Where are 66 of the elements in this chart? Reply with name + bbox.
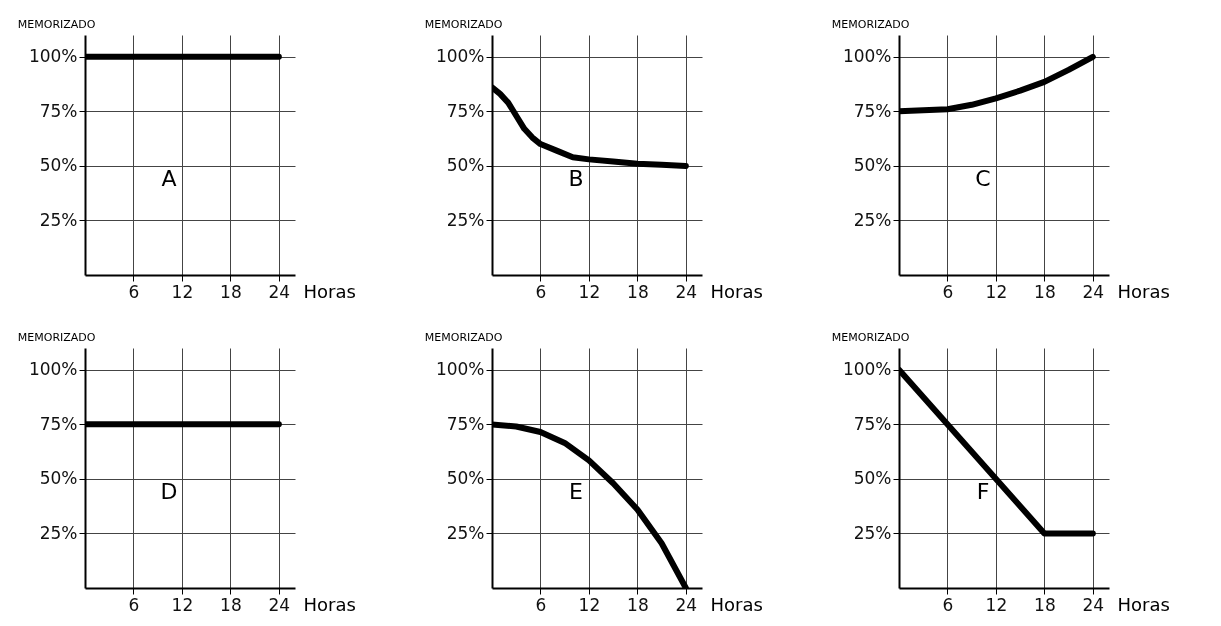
annotation: B xyxy=(568,166,584,191)
annotation: D xyxy=(160,479,178,504)
x-tick-label: 18 xyxy=(220,281,242,302)
x-tick-label: 18 xyxy=(220,594,242,615)
x-tick-label: 6 xyxy=(942,594,954,615)
y-tick-label: 50% xyxy=(39,155,78,176)
x-axis-title: Horas xyxy=(710,593,763,615)
x-axis-title: Horas xyxy=(710,280,763,302)
y-tick-label: 25% xyxy=(39,522,78,543)
x-tick-label: 18 xyxy=(1034,594,1056,615)
y-tick-label: 75% xyxy=(39,413,78,434)
x-axis-title: Horas xyxy=(303,280,356,302)
y-tick-label: 75% xyxy=(39,100,78,121)
x-tick-label: 6 xyxy=(535,281,547,302)
annotation: A xyxy=(161,166,177,191)
y-tick-label: 50% xyxy=(39,468,78,489)
x-tick-label: 24 xyxy=(268,594,291,615)
y-tick-label: 25% xyxy=(446,209,485,230)
y-tick-label: 100% xyxy=(435,359,485,380)
y-tick-label: 100% xyxy=(842,46,892,67)
y-tick-label: 25% xyxy=(446,522,485,543)
x-axis-title: Horas xyxy=(1117,593,1170,615)
y-axis-title: MEMORIZADO xyxy=(17,330,96,344)
x-tick-label: 12 xyxy=(985,281,1008,302)
x-tick-label: 12 xyxy=(985,594,1008,615)
annotation: E xyxy=(569,479,583,504)
y-tick-label: 100% xyxy=(842,359,892,380)
x-tick-label: 24 xyxy=(1082,594,1105,615)
x-tick-label: 12 xyxy=(578,281,601,302)
x-tick-label: 18 xyxy=(627,594,649,615)
y-tick-label: 100% xyxy=(28,46,78,67)
y-tick-label: 25% xyxy=(853,209,892,230)
y-tick-label: 50% xyxy=(446,155,485,176)
x-tick-label: 6 xyxy=(942,281,954,302)
x-tick-label: 24 xyxy=(675,594,698,615)
x-tick-label: 24 xyxy=(1082,281,1105,302)
y-axis-title: MEMORIZADO xyxy=(831,17,910,31)
y-tick-label: 50% xyxy=(853,468,892,489)
x-axis-title: Horas xyxy=(1117,280,1170,302)
x-tick-label: 6 xyxy=(128,281,140,302)
y-tick-label: 75% xyxy=(853,413,892,434)
y-axis-title: MEMORIZADO xyxy=(17,17,96,31)
y-axis-title: MEMORIZADO xyxy=(424,330,503,344)
y-tick-label: 75% xyxy=(853,100,892,121)
y-tick-label: 100% xyxy=(28,359,78,380)
y-tick-label: 100% xyxy=(435,46,485,67)
y-tick-label: 75% xyxy=(446,100,485,121)
y-tick-label: 25% xyxy=(39,209,78,230)
x-axis-title: Horas xyxy=(303,593,356,615)
x-tick-label: 6 xyxy=(128,594,140,615)
x-tick-label: 24 xyxy=(675,281,698,302)
y-tick-label: 50% xyxy=(853,155,892,176)
x-tick-label: 12 xyxy=(171,281,194,302)
x-tick-label: 18 xyxy=(1034,281,1056,302)
y-axis-title: MEMORIZADO xyxy=(424,17,503,31)
y-tick-label: 50% xyxy=(446,468,485,489)
annotation: F xyxy=(976,479,990,504)
y-tick-label: 25% xyxy=(853,522,892,543)
x-tick-label: 18 xyxy=(627,281,649,302)
x-tick-label: 12 xyxy=(171,594,194,615)
x-tick-label: 12 xyxy=(578,594,601,615)
x-tick-label: 24 xyxy=(268,281,291,302)
y-axis-title: MEMORIZADO xyxy=(831,330,910,344)
annotation: C xyxy=(975,166,991,191)
y-tick-label: 75% xyxy=(446,413,485,434)
x-tick-label: 6 xyxy=(535,594,547,615)
